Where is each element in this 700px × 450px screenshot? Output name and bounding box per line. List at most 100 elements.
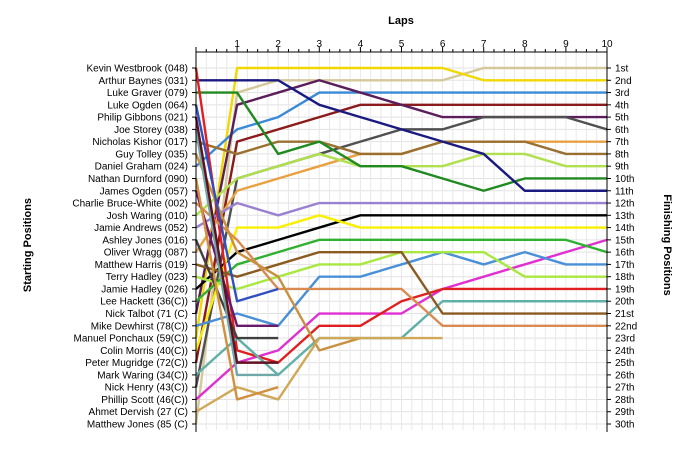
- driver-label: Manuel Ponchaux (59(C)): [74, 334, 189, 345]
- driver-label: Jamie Andrews (052): [94, 223, 188, 234]
- axes: [192, 47, 611, 432]
- driver-label: Jamie Hadley (026): [101, 284, 188, 295]
- series-line: [194, 178, 279, 401]
- series-lines: [194, 66, 608, 425]
- series-line: [194, 66, 607, 425]
- series-line: [194, 214, 607, 351]
- finish-label: 26th: [615, 370, 634, 381]
- x-tick-label: 7: [481, 39, 487, 50]
- driver-label: James Ogden (057): [100, 186, 188, 197]
- driver-label: Philip Gibbons (021): [97, 113, 188, 124]
- driver-labels: Kevin Westbrook (048)Arthur Baynes (031)…: [72, 64, 188, 431]
- x-tick-label: 5: [399, 39, 405, 50]
- driver-label: Mark Waring (34(C)): [97, 370, 188, 381]
- driver-label: Kevin Westbrook (048): [86, 64, 188, 75]
- series-line: [195, 201, 607, 229]
- y-axis-title: Starting Positions: [22, 198, 34, 292]
- driver-label: Luke Ogden (064): [107, 100, 188, 111]
- finish-label: 21st: [615, 309, 634, 320]
- finish-label: 1st: [615, 64, 629, 75]
- finish-label: 28th: [615, 395, 634, 406]
- finish-label: 6th: [615, 125, 629, 136]
- x-tick-label: 3: [317, 39, 323, 50]
- driver-label: Terry Hadley (023): [106, 272, 188, 283]
- series-line: [195, 238, 608, 303]
- driver-label: Josh Waring (010): [107, 211, 188, 222]
- finish-label: 27th: [615, 383, 634, 394]
- driver-label: Colin Morris (40(C)): [100, 346, 188, 357]
- driver-label: Luke Graver (079): [107, 88, 188, 99]
- driver-label: Matthew Harris (019): [95, 260, 188, 271]
- series-line: [195, 202, 607, 327]
- driver-label: Joe Storey (038): [114, 125, 188, 136]
- finish-label: 15th: [615, 235, 634, 246]
- driver-label: Phillip Scott (46(C)): [101, 395, 188, 406]
- finish-label: 20th: [615, 297, 634, 308]
- x-tick-label: 10: [601, 39, 613, 50]
- series-line: [194, 67, 607, 364]
- series-line: [194, 129, 279, 377]
- x-tick-label: 6: [440, 39, 446, 50]
- x-tick-label: 9: [563, 39, 569, 50]
- x-tick-labels: 1 2 3 4 5 6 7 8 9 10: [234, 39, 613, 50]
- driver-label: Arthur Baynes (031): [99, 76, 189, 87]
- finish-label: 7th: [615, 137, 629, 148]
- driver-label: Peter Mugridge (72(C)): [85, 358, 188, 369]
- finish-label: 13th: [615, 211, 634, 222]
- driver-label: Daniel Graham (024): [95, 162, 188, 173]
- finish-labels: 1st2nd3rd4th5th6th7th8th9th10th11th12th1…: [615, 64, 637, 431]
- driver-label: Guy Tolley (035): [115, 149, 188, 160]
- finish-label: 23rd: [615, 334, 635, 345]
- finish-label: 22nd: [615, 321, 637, 332]
- finish-label: 10th: [615, 174, 634, 185]
- series-line: [195, 214, 607, 290]
- finish-label: 19th: [615, 284, 634, 295]
- driver-label: Lee Hackett (36(C)): [100, 297, 188, 308]
- series-line: [195, 336, 443, 413]
- driver-label: Nick Talbot (71 (C): [105, 309, 188, 320]
- finish-label: 3rd: [615, 88, 629, 99]
- finish-label: 17th: [615, 260, 634, 271]
- finish-label: 12th: [615, 199, 634, 210]
- series-line: [194, 66, 607, 339]
- finish-label: 24th: [615, 346, 634, 357]
- x-axis-title: Laps: [388, 15, 414, 27]
- finish-label: 29th: [615, 407, 634, 418]
- series-line: [194, 116, 279, 364]
- driver-label: Nick Henry (43(C)): [105, 383, 188, 394]
- finish-label: 18th: [615, 272, 634, 283]
- driver-label: Matthew Jones (85 (C): [87, 420, 188, 431]
- series-line: [196, 79, 607, 192]
- series-line: [194, 153, 361, 352]
- finish-label: 25th: [615, 358, 634, 369]
- finish-label: 4th: [615, 100, 629, 111]
- finish-label: 2nd: [615, 76, 632, 87]
- series-line: [195, 140, 607, 156]
- driver-label: Mike Dewhirst (78(C)): [91, 321, 188, 332]
- driver-label: Charlie Bruce-White (002): [72, 199, 188, 210]
- series-line: [194, 190, 279, 327]
- series-line: [196, 91, 607, 192]
- finish-label: 5th: [615, 113, 629, 124]
- finish-label: 16th: [615, 248, 634, 259]
- finish-label: 30th: [615, 420, 634, 431]
- finish-label: 11th: [615, 186, 634, 197]
- finish-label: 8th: [615, 149, 629, 160]
- x-tick-label: 2: [275, 39, 281, 50]
- series-line: [195, 91, 607, 168]
- series-line: [195, 238, 608, 401]
- series-line: [194, 104, 279, 303]
- driver-label: Nicholas Kishor (017): [92, 137, 188, 148]
- driver-label: Ahmet Dervish (27 (C): [89, 407, 188, 418]
- driver-label: Oliver Wragg (087): [104, 248, 188, 259]
- finish-label: 9th: [615, 162, 629, 173]
- finish-label: 14th: [615, 223, 634, 234]
- y2-axis-title: Finishing Positions: [661, 194, 673, 295]
- x-tick-label: 4: [358, 39, 364, 50]
- x-tick-label: 8: [522, 39, 528, 50]
- driver-label: Ashley Jones (016): [102, 235, 188, 246]
- x-tick-label: 1: [234, 39, 240, 50]
- series-line: [194, 239, 279, 340]
- series-line: [195, 250, 607, 327]
